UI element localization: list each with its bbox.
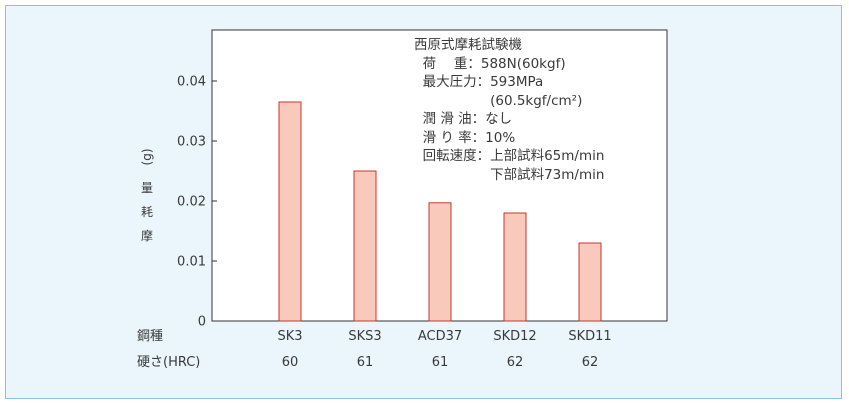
hardness-value: 62 <box>582 355 599 370</box>
bar-skd11 <box>578 242 602 322</box>
y-label-char: 量 <box>141 181 153 195</box>
hardness-value: 60 <box>282 355 299 370</box>
category-table: 鋼種 SK3 SKS3 ACD37 SKD12 SKD11 硬さ(HRC) 60 61 61 62 6… <box>137 328 612 370</box>
y-axis: 0 0.01 0.02 0.03 0.04 <box>177 75 217 330</box>
annotation-line: 荷 重：588N(60kgf) <box>414 55 566 72</box>
annotation-line: 最大圧力：593MPa <box>414 74 544 90</box>
x-category-label: SKS3 <box>348 329 381 344</box>
bar-acd37 <box>428 202 452 322</box>
annotation-title: 西原式摩耗試験機 <box>414 37 522 53</box>
annotation-line: 回転速度：上部試料65m/min <box>414 148 605 164</box>
y-tick-label: 0 <box>198 315 206 330</box>
bar-skd12 <box>503 212 527 322</box>
row-label: 鋼種 <box>137 328 163 344</box>
x-category-label: ACD37 <box>418 329 462 344</box>
hardness-value: 62 <box>507 355 524 370</box>
y-label-char: 摩 <box>141 228 153 243</box>
hardness-value: 61 <box>432 355 449 370</box>
x-category-label: SK3 <box>277 329 302 344</box>
annotation-line: (60.5kgf/cm²) <box>414 92 583 109</box>
x-category-label: SKD11 <box>568 329 611 344</box>
test-conditions-annotation: 西原式摩耗試験機 荷 重：588N(60kgf) 最大圧力：593MPa (60… <box>414 36 604 184</box>
y-label-char: 耗 <box>141 205 153 219</box>
bar-sk3 <box>278 101 302 322</box>
y-tick-label: 0.02 <box>177 195 206 210</box>
row-label: 硬さ(HRC) <box>137 355 200 370</box>
y-label-unit: (g) <box>140 149 154 166</box>
hardness-value: 61 <box>357 355 374 370</box>
y-tick-label: 0.04 <box>177 75 206 90</box>
bars-layer <box>278 101 602 322</box>
annotation-line: 滑 り 率：10% <box>414 129 516 146</box>
annotation-line: 下部試料73m/min <box>414 166 605 183</box>
y-tick-label: 0.03 <box>177 135 206 150</box>
x-category-label: SKD12 <box>493 329 536 344</box>
y-axis-label: 摩耗量 (g) <box>140 149 154 243</box>
annotation-line: 潤 滑 油：なし <box>414 111 513 127</box>
bar-sks3 <box>353 170 377 322</box>
y-tick-label: 0.01 <box>177 255 206 270</box>
